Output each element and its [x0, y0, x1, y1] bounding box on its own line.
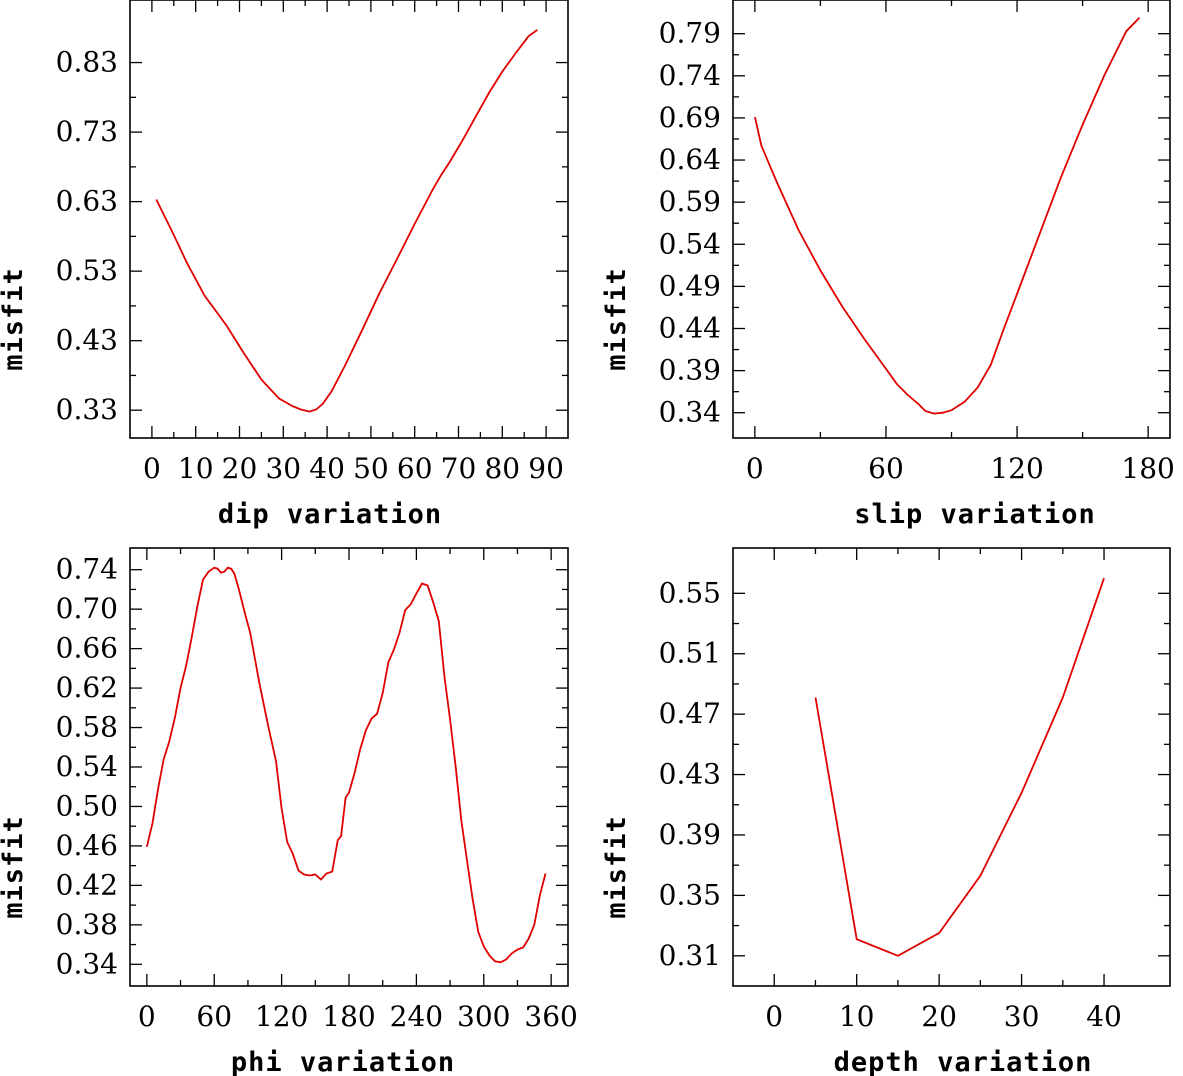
x-tick-label: 300 — [457, 1000, 510, 1033]
x-tick-label: 50 — [353, 452, 389, 485]
x-tick-label: 30 — [1004, 1000, 1040, 1033]
misfit-curve-depth — [814, 577, 1105, 957]
x-tick-label: 10 — [839, 1000, 875, 1033]
y-tick-label: 0.66 — [56, 632, 118, 665]
x-tick-label: 180 — [322, 1000, 375, 1033]
y-axis-label: misfit — [0, 267, 29, 371]
x-tick-label: 20 — [222, 452, 258, 485]
x-tick-label: 0 — [765, 1000, 783, 1033]
x-tick-label: 10 — [178, 452, 214, 485]
y-tick-label: 0.34 — [659, 396, 721, 429]
x-tick-label: 0 — [746, 452, 764, 485]
y-tick-label: 0.70 — [56, 592, 118, 625]
y-tick-label: 0.33 — [56, 393, 118, 426]
x-tick-label: 90 — [528, 452, 564, 485]
y-axis-label: misfit — [0, 815, 29, 919]
panel-phi: 0 60 120 180 240 300 360 0.34 0.38 0.42 0.46 0.50 0.… — [0, 547, 578, 1076]
y-tick-label: 0.64 — [659, 143, 721, 176]
x-axis-label: phi variation — [231, 1047, 455, 1076]
y-tick-label: 0.43 — [56, 324, 118, 357]
y-tick-label: 0.74 — [56, 553, 118, 586]
y-tick-label: 0.49 — [659, 269, 721, 302]
y-tick-label: 0.39 — [659, 354, 721, 387]
y-tick-label: 0.83 — [56, 46, 118, 79]
y-tick-label: 0.73 — [56, 115, 118, 148]
y-tick-label: 0.58 — [56, 711, 118, 744]
x-tick-label: 0 — [138, 1000, 156, 1033]
y-tick-label: 0.51 — [659, 637, 721, 670]
y-tick-label: 0.42 — [56, 868, 118, 901]
y-tick-label: 0.38 — [56, 908, 118, 941]
y-tick-label: 0.59 — [659, 185, 721, 218]
y-tick-label: 0.63 — [56, 185, 118, 218]
misfit-curve-phi — [145, 566, 547, 964]
panel-slip: 0 60 120 180 0.34 0.39 0.44 0.49 0.54 0.59 0.64 0.6… — [601, 0, 1175, 530]
x-tick-label: 40 — [1086, 1000, 1122, 1033]
x-tick-label: 0 — [143, 452, 161, 485]
x-tick-label: 60 — [196, 1000, 232, 1033]
panel-dip: 0 10 20 30 40 50 60 70 80 90 0.33 0.43 0.53 0.63 0.73 0… — [0, 0, 569, 530]
y-tick-label: 0.34 — [56, 947, 118, 980]
x-axis-label: depth variation — [834, 1047, 1093, 1076]
y-axis-label: misfit — [601, 267, 632, 371]
plot-frame-depth — [732, 547, 1171, 987]
y-tick-label: 0.44 — [659, 312, 721, 345]
y-tick-label: 0.53 — [56, 254, 118, 287]
x-tick-label: 40 — [309, 452, 345, 485]
y-tick-label: 0.50 — [56, 789, 118, 822]
misfit-curve-dip — [155, 29, 538, 413]
y-tick-label: 0.54 — [56, 750, 118, 783]
x-tick-label: 70 — [441, 452, 477, 485]
y-tick-label: 0.31 — [659, 939, 721, 972]
x-tick-label: 120 — [990, 452, 1043, 485]
x-tick-label: 60 — [397, 452, 433, 485]
plot-frame-slip — [732, 0, 1171, 439]
y-axis-label: misfit — [601, 815, 632, 919]
x-tick-label: 30 — [265, 452, 301, 485]
y-tick-label: 0.39 — [659, 818, 721, 851]
x-tick-label: 240 — [390, 1000, 443, 1033]
y-tick-label: 0.35 — [659, 878, 721, 911]
panel-depth: 0 10 20 30 40 0.31 0.35 0.39 0.43 0.47 0.51 0.55 dep… — [601, 547, 1171, 1076]
y-tick-label: 0.79 — [659, 17, 721, 50]
x-axis-label: slip variation — [854, 499, 1096, 530]
y-tick-label: 0.62 — [56, 671, 118, 704]
y-tick-label: 0.46 — [56, 829, 118, 862]
misfit-curve-slip — [754, 17, 1141, 415]
x-tick-label: 80 — [484, 452, 520, 485]
x-axis-label: dip variation — [218, 499, 442, 530]
y-tick-label: 0.74 — [659, 59, 721, 92]
y-tick-label: 0.47 — [659, 697, 721, 730]
x-tick-label: 20 — [921, 1000, 957, 1033]
plot-frame-dip — [129, 0, 569, 439]
y-tick-label: 0.69 — [659, 101, 721, 134]
y-tick-label: 0.54 — [659, 227, 721, 260]
x-tick-label: 180 — [1121, 452, 1174, 485]
x-tick-label: 60 — [868, 452, 904, 485]
y-tick-label: 0.43 — [659, 758, 721, 791]
x-tick-label: 120 — [255, 1000, 308, 1033]
y-tick-label: 0.55 — [659, 576, 721, 609]
x-tick-label: 360 — [524, 1000, 577, 1033]
